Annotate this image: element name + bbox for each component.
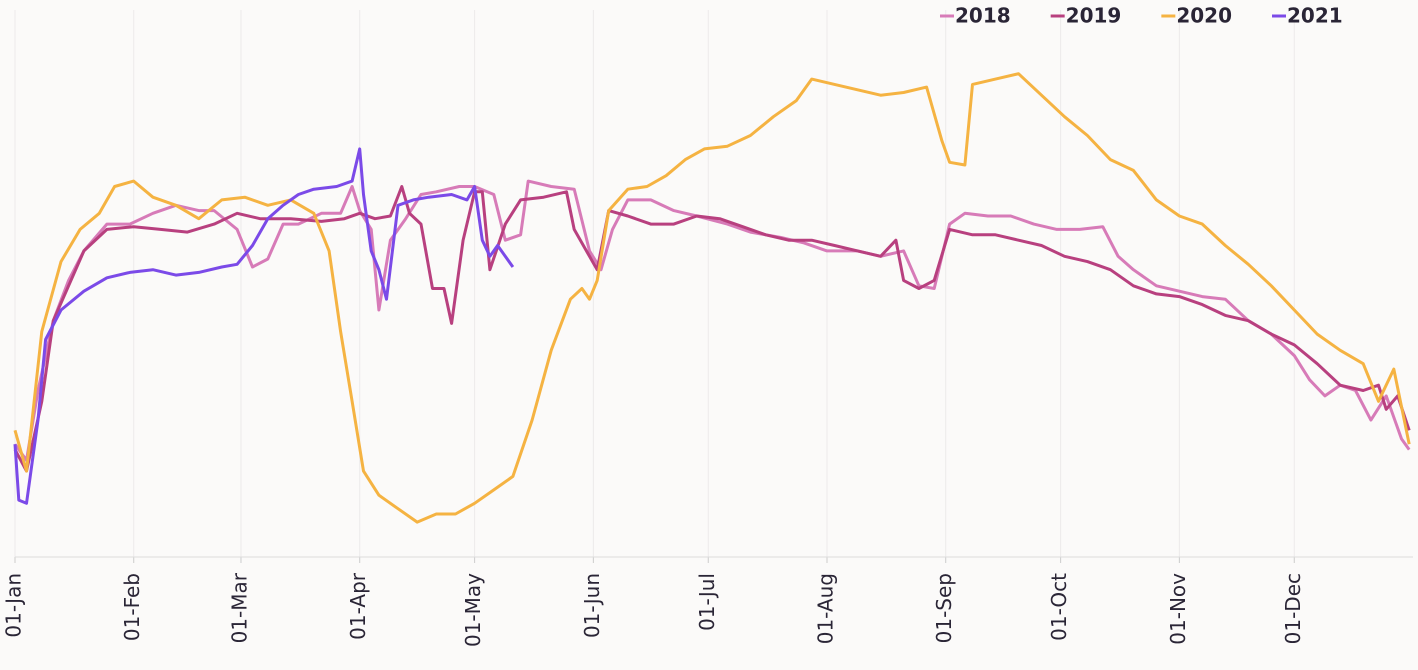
x-tick-label: 01-Nov — [1166, 573, 1190, 645]
x-tick-label: 01-Sep — [932, 573, 956, 643]
x-tick-label: 01-May — [461, 573, 485, 647]
x-tick-label: 01-Jan — [2, 573, 26, 638]
x-tick-label: 01-Aug — [813, 573, 837, 644]
line — [13, 147, 515, 505]
line — [13, 179, 1411, 462]
x-tick-label: 01-Oct — [1047, 573, 1071, 641]
legend-label: 2019 — [1066, 4, 1122, 28]
x-tick-label: 01-Jul — [695, 573, 719, 631]
x-tick-label: 01-Jun — [580, 573, 604, 638]
legend-label: 2020 — [1176, 4, 1232, 28]
x-tick-label: 01-Apr — [346, 572, 370, 640]
x-tick-label: 01-Dec — [1281, 573, 1305, 644]
legend-label: 2018 — [955, 4, 1011, 28]
line — [13, 72, 1411, 524]
line — [13, 185, 1411, 473]
legend-label: 2021 — [1287, 4, 1343, 28]
x-tick-label: 01-Mar — [227, 572, 251, 643]
x-tick-label: 01-Feb — [120, 573, 144, 641]
